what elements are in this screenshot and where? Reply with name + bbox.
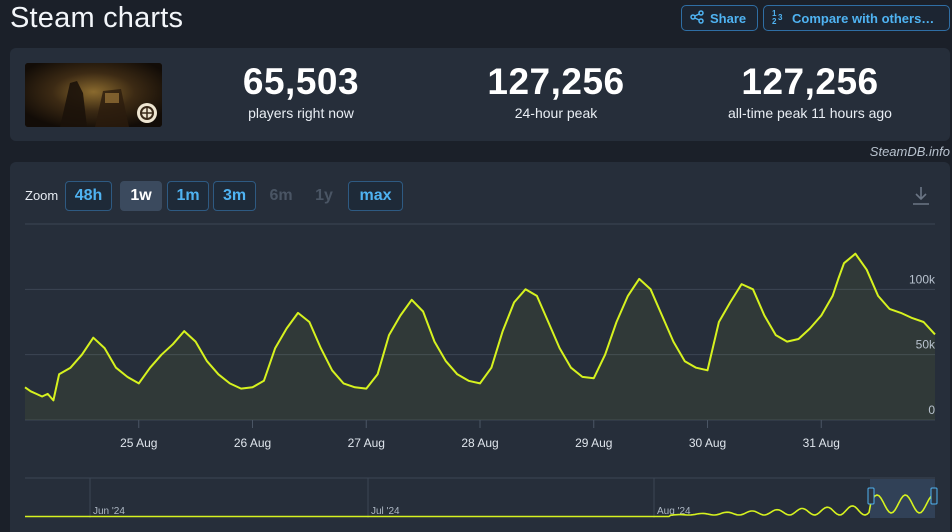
svg-text:3: 3 <box>778 13 783 22</box>
compare-label: Compare with others… <box>792 10 935 26</box>
game-thumbnail <box>25 63 162 127</box>
x-tick-label: 29 Aug <box>575 436 612 450</box>
x-tick-label: 25 Aug <box>120 436 157 450</box>
share-icon <box>690 9 704 27</box>
download-icon[interactable] <box>910 184 932 208</box>
zoom-6m-button[interactable]: 6m <box>269 187 293 204</box>
stat-value: 127,256 <box>487 61 625 102</box>
steamdb-credit[interactable]: SteamDB.info <box>869 144 950 159</box>
share-button[interactable]: Share <box>681 5 758 31</box>
navigator-handle <box>867 487 875 505</box>
page-title: Steam charts <box>10 2 184 34</box>
stat-value: 65,503 <box>242 61 360 102</box>
stat-all-time-peak: 127,256 all-time peak 11 hours ago <box>680 61 940 122</box>
x-tick-label: 31 Aug <box>803 436 840 450</box>
navigator-label: Jun '24 <box>93 506 125 517</box>
player-line <box>24 252 936 402</box>
zoom-max-button[interactable]: max <box>348 181 403 211</box>
player-area <box>25 253 935 420</box>
stat-value: 127,256 <box>741 61 879 102</box>
stats-card: 65,503 players right now 127,256 24-hour… <box>10 48 950 141</box>
navigator-label: Jul '24 <box>371 506 400 517</box>
stat-label: all-time peak 11 hours ago <box>728 105 892 121</box>
zoom-label: Zoom <box>25 188 59 203</box>
y-tick-label: 100k <box>909 272 936 286</box>
zoom-1w-button[interactable]: 1w <box>120 181 162 211</box>
y-tick-label: 0 <box>928 403 935 417</box>
compare-icon: 1 2 3 <box>772 9 786 28</box>
x-tick-label: 30 Aug <box>689 436 726 450</box>
stat-24h-peak: 127,256 24-hour peak <box>426 61 686 122</box>
svg-text:1: 1 <box>772 9 777 18</box>
svg-text:2: 2 <box>772 17 777 25</box>
stat-label: players right now <box>248 105 354 121</box>
zoom-1y-button[interactable]: 1y <box>315 187 333 204</box>
y-tick-label: 50k <box>916 338 936 352</box>
chart-card: Zoom 48h 1w 1m 3m 6m 1y max 0 50k 100k 25 … <box>10 162 950 532</box>
compare-button[interactable]: 1 2 3 Compare with others… <box>763 5 950 31</box>
stat-current-players: 65,503 players right now <box>171 61 431 122</box>
navigator-handle <box>930 487 938 505</box>
zoom-3m-button[interactable]: 3m <box>213 181 256 211</box>
stat-label: 24-hour peak <box>514 105 598 121</box>
share-label: Share <box>710 10 747 26</box>
navigator-line <box>25 494 936 518</box>
x-tick-label: 26 Aug <box>234 436 271 450</box>
player-count-chart[interactable]: 0 50k 100k 25 Aug 26 Aug 27 Aug 28 Aug 29 Aug 3… <box>10 162 950 532</box>
x-tick-label: 27 Aug <box>348 436 385 450</box>
navigator-label: Aug '24 <box>657 506 691 517</box>
navigator-selection <box>870 479 935 518</box>
zoom-1m-button[interactable]: 1m <box>167 181 209 211</box>
zoom-48h-button[interactable]: 48h <box>65 181 112 211</box>
x-tick-label: 28 Aug <box>461 436 498 450</box>
